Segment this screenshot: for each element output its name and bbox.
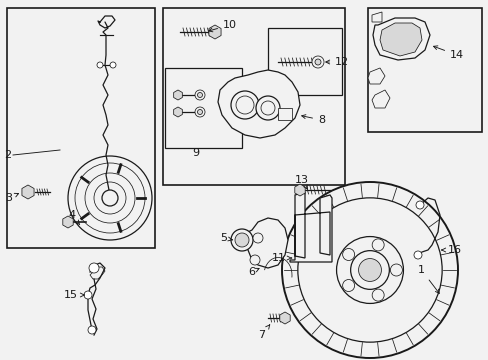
- Circle shape: [350, 251, 388, 289]
- Polygon shape: [372, 18, 429, 60]
- Text: 16: 16: [441, 245, 461, 255]
- Circle shape: [110, 62, 116, 68]
- Circle shape: [88, 326, 96, 334]
- Circle shape: [282, 182, 457, 358]
- Circle shape: [342, 279, 354, 292]
- Polygon shape: [62, 216, 73, 228]
- Circle shape: [342, 248, 354, 261]
- Circle shape: [336, 237, 403, 303]
- Circle shape: [389, 264, 402, 276]
- Circle shape: [415, 201, 423, 209]
- Circle shape: [89, 263, 99, 273]
- Bar: [267, 28, 341, 95]
- Text: 2: 2: [4, 150, 11, 160]
- Circle shape: [230, 91, 259, 119]
- Circle shape: [230, 229, 252, 251]
- Bar: [163, 8, 345, 185]
- Circle shape: [358, 258, 381, 282]
- Polygon shape: [218, 70, 299, 138]
- Polygon shape: [289, 192, 331, 262]
- Text: 4: 4: [68, 210, 80, 225]
- Text: 15: 15: [64, 290, 84, 300]
- Polygon shape: [208, 25, 221, 39]
- Polygon shape: [279, 312, 289, 324]
- Polygon shape: [367, 68, 384, 84]
- Circle shape: [249, 255, 260, 265]
- Bar: [367, 8, 481, 132]
- Text: 13: 13: [294, 175, 308, 189]
- Circle shape: [311, 56, 324, 68]
- Text: 12: 12: [325, 57, 348, 67]
- Circle shape: [197, 109, 202, 114]
- Text: 11: 11: [271, 253, 291, 263]
- Text: 5: 5: [220, 233, 232, 243]
- Circle shape: [261, 101, 274, 115]
- Circle shape: [235, 233, 248, 247]
- Polygon shape: [173, 107, 182, 117]
- Circle shape: [102, 190, 118, 206]
- Circle shape: [68, 156, 152, 240]
- Polygon shape: [379, 23, 421, 56]
- Polygon shape: [245, 218, 287, 268]
- Polygon shape: [371, 90, 389, 108]
- Text: 10: 10: [208, 20, 237, 32]
- Circle shape: [197, 93, 202, 98]
- Text: 9: 9: [192, 148, 199, 158]
- Text: 3: 3: [5, 193, 19, 203]
- Bar: [7, 8, 155, 248]
- Circle shape: [371, 289, 384, 301]
- Circle shape: [371, 239, 384, 251]
- Circle shape: [195, 107, 204, 117]
- Circle shape: [314, 59, 320, 65]
- Circle shape: [97, 62, 103, 68]
- Circle shape: [413, 251, 421, 259]
- Text: 1: 1: [417, 265, 438, 293]
- Text: 8: 8: [301, 115, 325, 125]
- Bar: [278, 108, 291, 120]
- Circle shape: [252, 233, 263, 243]
- Bar: [164, 68, 242, 148]
- Polygon shape: [294, 184, 305, 196]
- Circle shape: [256, 96, 280, 120]
- Text: 6: 6: [247, 267, 259, 277]
- Text: 7: 7: [258, 325, 269, 340]
- Circle shape: [236, 96, 253, 114]
- Text: 14: 14: [433, 46, 463, 60]
- Polygon shape: [22, 185, 34, 199]
- Circle shape: [195, 90, 204, 100]
- Circle shape: [297, 198, 441, 342]
- Polygon shape: [90, 267, 105, 279]
- Polygon shape: [371, 12, 381, 22]
- Circle shape: [84, 291, 92, 299]
- Polygon shape: [173, 90, 182, 100]
